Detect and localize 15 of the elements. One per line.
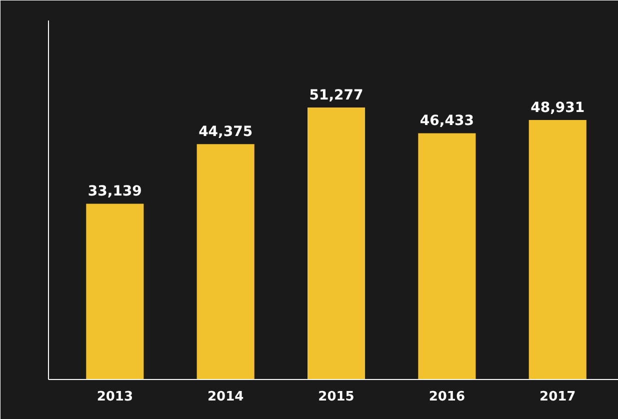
bar <box>196 144 254 380</box>
data-label: 48,931 <box>530 100 585 116</box>
x-tick-label: 2016 <box>428 390 466 404</box>
x-tick-label: 2017 <box>540 390 576 404</box>
data-label: 46,433 <box>420 113 474 130</box>
x-tick-label: 2013 <box>96 390 134 404</box>
x-tick-label: 2014 <box>207 390 244 404</box>
data-label: 51,277 <box>309 88 364 104</box>
bar <box>86 204 144 380</box>
bar <box>528 120 586 380</box>
bar <box>418 133 476 380</box>
data-label: 44,375 <box>198 124 253 140</box>
data-label: 33,139 <box>88 184 142 200</box>
x-tick-label: 2015 <box>318 390 354 404</box>
bar <box>307 108 366 380</box>
